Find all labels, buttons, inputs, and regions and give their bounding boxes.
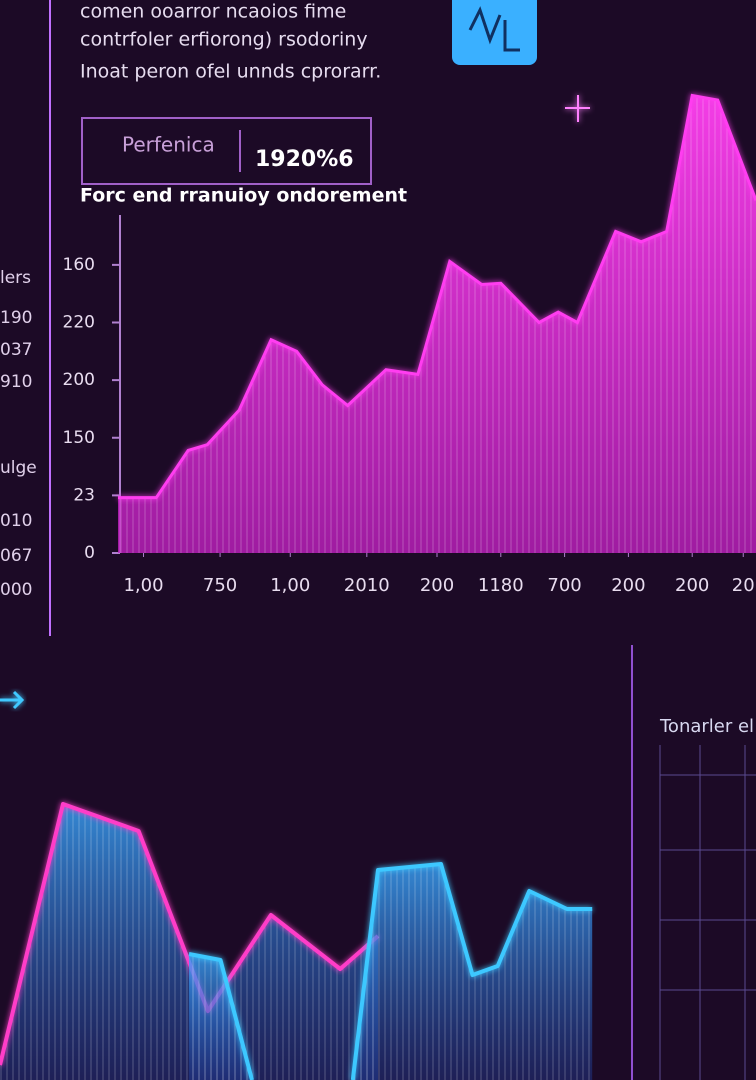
sparkle xyxy=(565,95,590,122)
line-stripes xyxy=(189,954,252,1080)
line xyxy=(350,862,593,1080)
x-tick-label: 700 xyxy=(547,575,581,596)
side-label: 067 xyxy=(0,546,32,566)
y-tick-label: 0 xyxy=(84,543,95,563)
arrow-icon xyxy=(0,690,25,710)
header-line: comen ooarror ncaoios fime xyxy=(80,1,346,23)
side-label: 190 xyxy=(0,308,32,328)
area-stripes xyxy=(118,95,756,554)
kpi-label: Perfenica xyxy=(122,133,215,157)
side-label: 910 xyxy=(0,372,32,392)
x-tick-label: 1,00 xyxy=(270,575,310,596)
x-tick-label: 1180 xyxy=(478,575,524,596)
header-line: Inoat peron ofel unnds cprorarr. xyxy=(80,61,381,83)
chart-title: Forc end rranuioy ondorement xyxy=(80,185,407,207)
y-tick-label: 220 xyxy=(63,313,95,333)
icon-glyph xyxy=(468,6,520,52)
y-tick-label: 150 xyxy=(63,428,95,448)
kpi-value: 1920%6 xyxy=(255,147,354,172)
x-tick-label: 200 xyxy=(675,575,709,596)
side-label: 010 xyxy=(0,511,32,531)
area-line xyxy=(118,93,756,500)
kpi-box xyxy=(81,117,372,185)
x-tick-label: 750 xyxy=(203,575,237,596)
right-panel-grid xyxy=(659,745,756,1080)
header-line: contrfoler erfiorong) rsodoriny xyxy=(80,29,368,51)
line-stripes xyxy=(0,804,378,1080)
x-tick-label: 20 xyxy=(732,575,755,596)
side-label: 000 xyxy=(0,580,32,600)
y-tick-label: 160 xyxy=(63,255,95,275)
side-label: ulge xyxy=(0,458,37,478)
line xyxy=(188,952,254,1080)
y-tick-label: 200 xyxy=(63,370,95,390)
x-tick-label: 200 xyxy=(611,575,645,596)
x-tick-label: 1,00 xyxy=(123,575,163,596)
side-label: lers xyxy=(0,268,31,288)
x-tick-label: 200 xyxy=(420,575,454,596)
panel-title: Tonarler el xyxy=(659,716,754,737)
x-tick-label: 2010 xyxy=(344,575,390,596)
line-stripes xyxy=(352,864,593,1080)
y-tick-label: 23 xyxy=(73,485,95,505)
side-label: 037 xyxy=(0,340,32,360)
